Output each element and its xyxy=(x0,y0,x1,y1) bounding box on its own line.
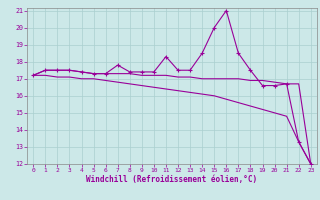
X-axis label: Windchill (Refroidissement éolien,°C): Windchill (Refroidissement éolien,°C) xyxy=(86,175,258,184)
